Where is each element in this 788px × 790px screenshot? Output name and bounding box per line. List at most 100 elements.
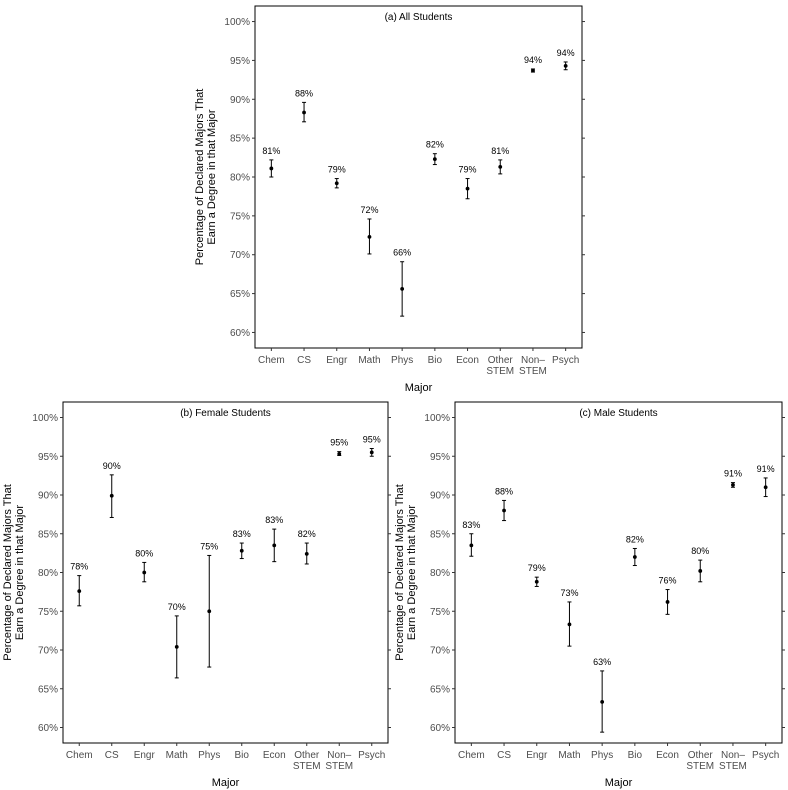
data-point	[142, 570, 147, 575]
y-tick-label: 100%	[424, 413, 450, 424]
data-label: 73%	[560, 588, 578, 598]
data-label: 90%	[103, 461, 121, 471]
data-label: 75%	[200, 541, 218, 551]
data-point	[400, 287, 405, 291]
data-label: 78%	[70, 562, 88, 572]
x-tick-label: Chem	[258, 355, 285, 366]
y-tick-label: 70%	[430, 646, 450, 657]
y-tick-label: 65%	[38, 684, 58, 695]
x-tick-label: Non– STEM	[719, 750, 747, 772]
y-axis-title: Percentage of Declared Majors ThatEarn a…	[194, 89, 218, 266]
data-point	[632, 555, 637, 559]
data-label: 94%	[524, 55, 542, 65]
data-point	[469, 543, 474, 548]
x-tick-label: CS	[497, 750, 511, 761]
data-point	[269, 166, 274, 171]
x-tick-label: Phys	[198, 750, 220, 761]
x-tick-label-line: Psych	[752, 750, 779, 761]
x-tick-label: Chem	[458, 750, 485, 761]
x-tick-label-line: Phys	[591, 750, 613, 761]
data-point	[432, 157, 437, 162]
x-tick-label-line: Non–	[327, 750, 351, 761]
data-point	[239, 548, 244, 553]
data-label: 83%	[462, 520, 480, 530]
x-tick-label-line: Non–	[521, 355, 545, 366]
y-tick-label: 65%	[430, 684, 450, 695]
y-tick-label: 75%	[230, 211, 250, 222]
data-point	[465, 186, 470, 191]
x-tick-label: Non– STEM	[519, 355, 547, 377]
data-label: 81%	[262, 146, 280, 156]
y-tick-label: 90%	[38, 491, 58, 502]
data-point	[77, 589, 82, 593]
chart-panel-2: (c) Male Students 60% 65% 70% 75% 80% 85% 90% 95…	[394, 401, 785, 789]
data-point	[763, 485, 768, 490]
x-tick-label: Non– STEM	[325, 750, 353, 772]
x-tick-label: Math	[166, 750, 188, 761]
data-point	[174, 645, 179, 649]
data-label: 83%	[233, 529, 251, 539]
x-tick-label: Phys	[591, 750, 613, 761]
data-label: 63%	[593, 657, 611, 667]
x-tick-label: Econ	[456, 355, 479, 366]
x-tick-label-line: STEM	[325, 761, 353, 772]
y-tick-label: 85%	[230, 134, 250, 145]
x-tick-label-line: Econ	[456, 355, 479, 366]
y-axis-title-line: Percentage of Declared Majors That	[394, 484, 406, 661]
x-tick-label: Phys	[391, 355, 413, 366]
data-label: 83%	[265, 515, 283, 525]
x-tick-label: Bio	[428, 355, 443, 366]
x-tick-label: Chem	[66, 750, 93, 761]
y-tick-label: 60%	[38, 723, 58, 734]
panel-frame	[454, 401, 783, 744]
x-tick-label-line: CS	[105, 750, 119, 761]
data-point	[534, 579, 539, 584]
x-tick-label-line: Engr	[326, 355, 348, 366]
x-tick-label: Bio	[628, 750, 643, 761]
x-tick-label: Psych	[552, 355, 579, 366]
y-tick-label: 100%	[32, 413, 58, 424]
x-tick-label: Psych	[358, 750, 385, 761]
data-label: 79%	[328, 165, 346, 175]
data-label: 91%	[724, 469, 742, 479]
data-point	[600, 700, 605, 704]
x-tick-label-line: Other	[294, 750, 320, 761]
x-tick-label-line: Econ	[263, 750, 286, 761]
x-tick-label: Other STEM	[486, 355, 514, 377]
x-tick-label-line: Bio	[428, 355, 443, 366]
y-tick-label: 85%	[38, 529, 58, 540]
x-tick-label-line: CS	[297, 355, 311, 366]
data-point	[698, 569, 703, 573]
x-tick-label-line: Psych	[552, 355, 579, 366]
y-tick-label: 65%	[230, 289, 250, 300]
x-tick-label-line: Psych	[358, 750, 385, 761]
y-tick-label: 90%	[430, 491, 450, 502]
y-axis-title-line: Earn a Degree in that Major	[406, 505, 418, 640]
y-tick-label: 70%	[230, 250, 250, 261]
data-label: 91%	[757, 464, 775, 474]
x-axis-title: Major	[405, 382, 433, 394]
y-tick-label: 90%	[230, 95, 250, 106]
x-tick-label: Math	[358, 355, 380, 366]
data-label: 79%	[459, 165, 477, 175]
data-label: 79%	[528, 563, 546, 573]
x-tick-label: CS	[105, 750, 119, 761]
x-tick-label-line: Bio	[235, 750, 250, 761]
x-tick-label-line: Engr	[134, 750, 156, 761]
data-label: 80%	[691, 546, 709, 556]
x-tick-label-line: STEM	[519, 366, 547, 377]
data-label: 76%	[659, 576, 677, 586]
chart-panel-1: (b) Female Students 60% 65% 70% 75% 80% 85% 90%…	[2, 401, 391, 789]
y-tick-label: 80%	[230, 173, 250, 184]
data-point	[334, 181, 339, 186]
y-axis-title: Percentage of Declared Majors ThatEarn a…	[2, 484, 26, 661]
x-tick-label-line: Math	[166, 750, 188, 761]
x-tick-label-line: STEM	[686, 761, 714, 772]
x-tick-label: Math	[558, 750, 580, 761]
data-point	[304, 552, 309, 556]
panel-title: (b) Female Students	[180, 408, 271, 419]
y-tick-label: 100%	[224, 17, 250, 28]
x-tick-label: CS	[297, 355, 311, 366]
data-point	[498, 164, 503, 169]
x-tick-label-line: Other	[688, 750, 714, 761]
